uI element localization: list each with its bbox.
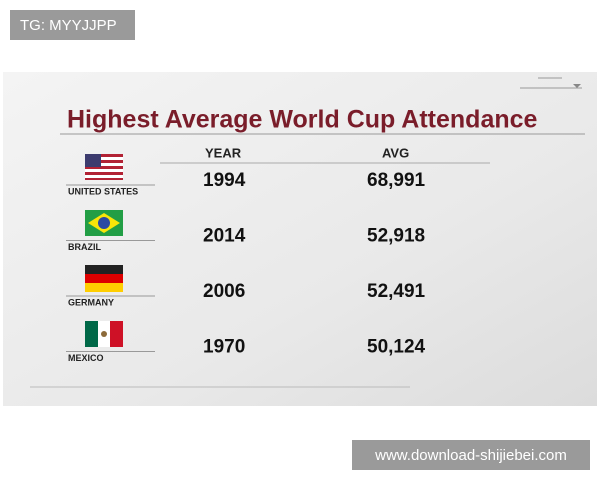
country: MEXICO bbox=[68, 353, 104, 363]
avg: 52,491 bbox=[367, 281, 426, 302]
avg: 50,124 bbox=[367, 337, 426, 358]
year: 2014 bbox=[203, 226, 246, 247]
year: 1994 bbox=[203, 170, 246, 191]
country: GERMANY bbox=[68, 297, 114, 307]
header: AVG bbox=[382, 145, 409, 160]
deco bbox=[573, 84, 581, 88]
panel bbox=[3, 72, 597, 406]
year: 1970 bbox=[203, 337, 245, 358]
title: Highest Average World Cup Attendance bbox=[67, 106, 538, 134]
flag-brazil bbox=[85, 210, 123, 236]
footer-watermark: www.download-shijiebei.com bbox=[352, 440, 590, 470]
watermark: TG: MYYJJPP bbox=[10, 10, 135, 40]
year: 2006 bbox=[203, 281, 245, 302]
flag-mexico bbox=[85, 321, 123, 347]
flag-germany bbox=[85, 265, 123, 292]
header: YEAR bbox=[205, 145, 242, 160]
avg: 68,991 bbox=[367, 170, 426, 191]
avg: 52,918 bbox=[367, 226, 425, 247]
flag-us bbox=[85, 154, 123, 180]
country: BRAZIL bbox=[68, 242, 101, 252]
country: UNITED STATES bbox=[68, 186, 138, 196]
